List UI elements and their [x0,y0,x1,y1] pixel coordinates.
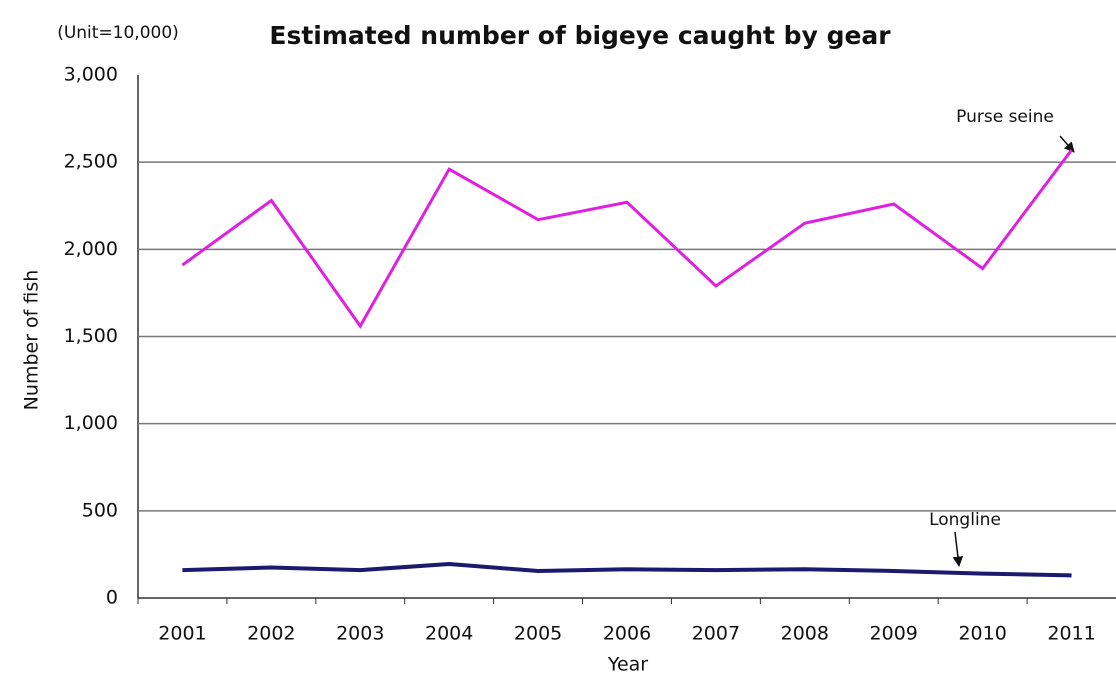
y-tick-label: 2,500 [64,151,118,173]
annotation-arrow [1059,135,1075,153]
x-tick-label: 2009 [870,623,918,645]
y-axis-label: Number of fish [21,270,43,411]
x-tick-label: 2011 [1047,623,1095,645]
x-tick-label: 2008 [781,623,829,645]
annotation: Purse seine [956,107,1054,127]
y-tick-label: 3,000 [64,64,118,86]
x-tick-label: 2006 [603,623,651,645]
x-tick-label: 2002 [247,623,295,645]
y-tick-label: 2,000 [64,238,118,260]
chart-title: Estimated number of bigeye caught by gea… [269,21,891,50]
y-tick-label: 0 [106,587,118,609]
y-tick-label: 500 [82,499,118,521]
y-tick-label: 1,500 [64,325,118,347]
y-tick-label: 1,000 [64,412,118,434]
line-series [182,561,1072,578]
x-axis-label: Year [607,654,648,676]
unit-note: (Unit=10,000) [57,23,179,43]
x-tick-label: 2003 [336,623,384,645]
x-tick-label: 2007 [692,623,740,645]
annotation-arrow [952,531,964,568]
x-tick-label: 2004 [425,623,473,645]
x-tick-label: 2001 [158,623,206,645]
annotation: Longline [929,510,1001,530]
x-tick-label: 2005 [514,623,562,645]
x-tick-label: 2010 [958,623,1006,645]
line-series [181,149,1073,329]
